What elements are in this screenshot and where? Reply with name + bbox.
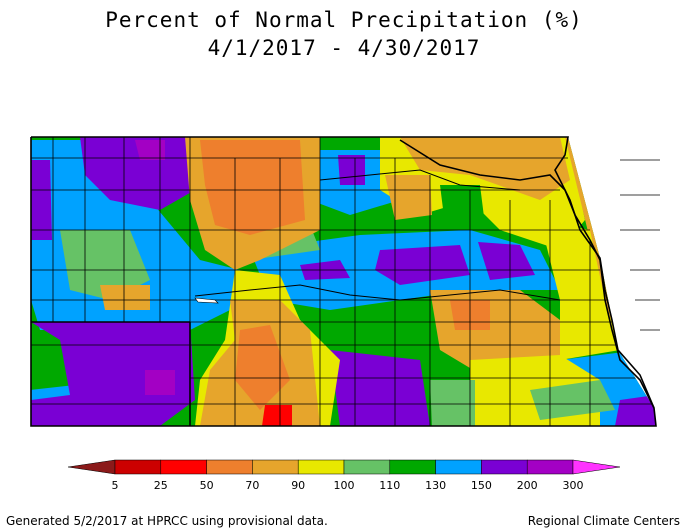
legend-tick-label: 150 bbox=[471, 479, 492, 492]
legend-tick-label: 200 bbox=[517, 479, 538, 492]
legend-color-box bbox=[114, 459, 162, 475]
map-region-magenta-sw bbox=[145, 370, 175, 395]
map-region-purple-nw bbox=[80, 137, 195, 210]
map-region-purple-e bbox=[478, 242, 535, 280]
legend-ticks: 5 25 50 70 90 100 110 130 150 200 300 bbox=[112, 479, 584, 492]
lake-mcconaughy bbox=[194, 297, 219, 304]
legend-color-box bbox=[481, 459, 528, 475]
legend-tick-label: 110 bbox=[379, 479, 400, 492]
legend-color-box bbox=[252, 459, 299, 475]
map-region-darkorange-north bbox=[200, 140, 305, 235]
footer-generated-note: Generated 5/2/2017 at HPRCC using provis… bbox=[6, 514, 328, 528]
map-region-purple-se bbox=[615, 395, 656, 426]
map-region-orange-ne2 bbox=[385, 175, 432, 220]
legend-tick-label: 25 bbox=[154, 479, 168, 492]
map-region-lightgreen-s bbox=[430, 380, 475, 426]
map-region-red-south bbox=[262, 405, 292, 426]
map-region-purple-c2 bbox=[375, 245, 470, 285]
legend-arrow-right bbox=[572, 459, 621, 475]
legend-tick-label: 130 bbox=[425, 479, 446, 492]
map-region-orange-w bbox=[100, 285, 150, 310]
map-region-purple-sw bbox=[31, 322, 195, 426]
legend-tick-label: 300 bbox=[563, 479, 584, 492]
legend-tick-label: 50 bbox=[200, 479, 214, 492]
map-region-green-ne bbox=[440, 185, 485, 225]
legend-color-box bbox=[389, 459, 436, 475]
map-region-lightgreen-w bbox=[60, 230, 150, 300]
legend-tick-label: 100 bbox=[334, 479, 355, 492]
legend-tick-label: 5 bbox=[112, 479, 119, 492]
legend-color-box bbox=[435, 459, 482, 475]
legend-tick-label: 90 bbox=[291, 479, 305, 492]
legend-color-box bbox=[206, 459, 253, 475]
map-title: Percent of Normal Precipitation (%) bbox=[105, 8, 583, 32]
legend-arrow-left bbox=[67, 459, 116, 475]
niobrara-river bbox=[319, 169, 521, 191]
legend-color-box bbox=[160, 459, 207, 475]
footer-credit: Regional Climate Centers bbox=[527, 514, 680, 528]
map-region-lightgreen-e bbox=[530, 380, 615, 420]
platte-river bbox=[194, 284, 561, 301]
legend-color-box bbox=[526, 459, 574, 475]
map-region-orange-ne bbox=[400, 137, 570, 200]
legend-boxes bbox=[114, 459, 574, 475]
map-date-range: 4/1/2017 - 4/30/2017 bbox=[207, 36, 481, 60]
map-region-darkorange-south bbox=[235, 325, 290, 410]
legend-color-box bbox=[297, 459, 345, 475]
missouri-river bbox=[399, 139, 655, 409]
legend-color-box bbox=[343, 459, 391, 475]
legend-tick-label: 70 bbox=[245, 479, 259, 492]
map-region-purple-w bbox=[31, 160, 52, 240]
map-region-magenta-nw bbox=[135, 140, 165, 160]
iowa-counties bbox=[620, 159, 660, 331]
state-border-outline bbox=[30, 136, 657, 427]
